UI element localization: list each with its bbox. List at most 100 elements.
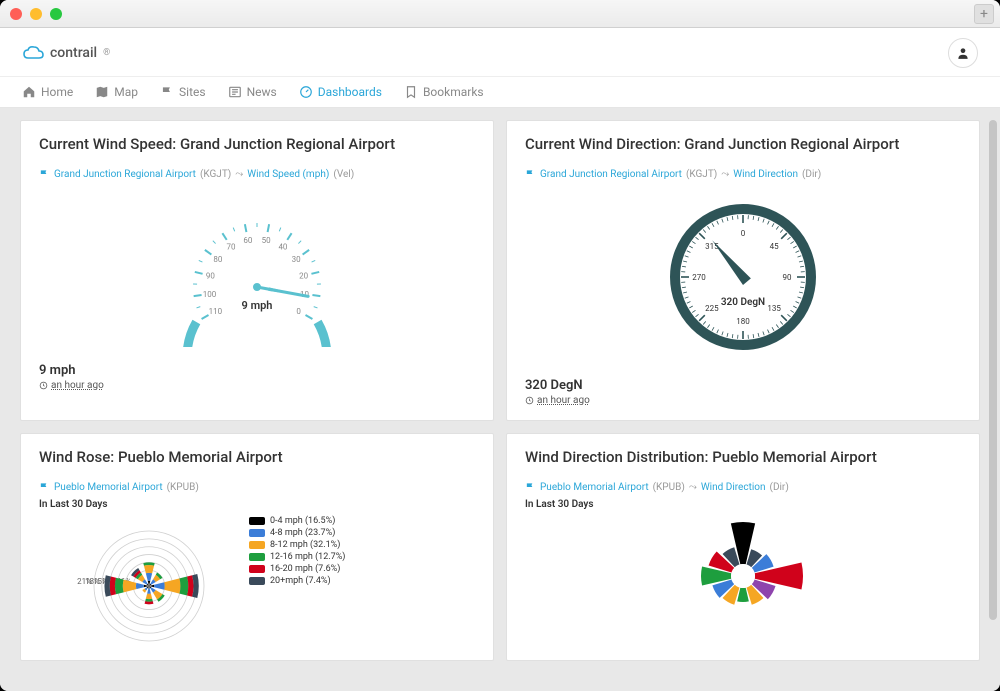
gauge-container: 01020304050607080901001109 mph — [39, 186, 475, 355]
period-label: In Last 30 Days — [525, 499, 961, 510]
card-wind-rose: Wind Rose: Pueblo Memorial Airport Puebl… — [20, 433, 494, 661]
svg-text:21%: 21% — [77, 577, 92, 586]
metric-link[interactable]: Wind Direction — [701, 482, 766, 493]
flag-icon — [525, 482, 536, 493]
nav-home[interactable]: Home — [22, 85, 73, 99]
card-chips: Grand Junction Regional Airport (KGJT) ⤳… — [39, 169, 475, 180]
brand-bar: contrail ® — [0, 28, 1000, 76]
nav-dashboards[interactable]: Dashboards — [299, 85, 382, 99]
user-avatar[interactable] — [948, 38, 978, 68]
legend-label: 12-16 mph (12.7%) — [270, 552, 345, 562]
flag-icon — [39, 169, 50, 180]
card-title: Current Wind Speed: Grand Junction Regio… — [39, 135, 475, 153]
legend-swatch — [249, 529, 265, 537]
dashboard-icon — [299, 85, 313, 99]
legend-swatch — [249, 553, 265, 561]
card-chips: Grand Junction Regional Airport (KGJT) ⤳… — [525, 169, 961, 180]
legend-swatch — [249, 577, 265, 585]
dashboard-grid: Current Wind Speed: Grand Junction Regio… — [20, 120, 980, 661]
compass-container: 04590135180225270315320 DegN — [525, 186, 961, 370]
home-icon — [22, 85, 36, 99]
app-chrome: contrail ® Home Map Sites News Dashboards Boo… — [0, 28, 1000, 108]
svg-text:70: 70 — [227, 243, 236, 252]
nav-bookmarks[interactable]: Bookmarks — [404, 85, 484, 99]
svg-text:50: 50 — [262, 236, 271, 245]
flag-icon — [39, 482, 50, 493]
svg-text:30: 30 — [292, 255, 301, 264]
nav-label: Bookmarks — [423, 85, 484, 99]
legend-item: 20+mph (7.4%) — [249, 576, 345, 586]
app-window: + contrail ® Home Map Sites News Dashboards B… — [0, 0, 1000, 691]
legend-swatch — [249, 541, 265, 549]
arrow-icon: ⤳ — [689, 482, 697, 493]
svg-text:180: 180 — [736, 317, 750, 326]
site-code: (KPUB) — [653, 482, 685, 493]
legend-label: 0-4 mph (16.5%) — [270, 516, 335, 526]
cloud-icon — [22, 45, 44, 61]
site-link[interactable]: Pueblo Memorial Airport — [54, 482, 163, 493]
metric-link[interactable]: Wind Direction — [733, 169, 798, 180]
card-chips: Pueblo Memorial Airport (KPUB) ⤳ Wind Di… — [525, 482, 961, 493]
wind-direction-compass: 04590135180225270315320 DegN — [653, 192, 833, 362]
nav-map[interactable]: Map — [95, 85, 138, 99]
wind-speed-gauge: 01020304050607080901001109 mph — [162, 192, 352, 347]
legend-label: 4-8 mph (23.7%) — [270, 528, 335, 538]
scrollbar[interactable] — [989, 120, 997, 620]
timestamp[interactable]: an hour ago — [525, 395, 961, 406]
site-code: (KPUB) — [167, 482, 199, 493]
site-link[interactable]: Pueblo Memorial Airport — [540, 482, 649, 493]
brand[interactable]: contrail ® — [22, 45, 110, 61]
nav-label: Map — [114, 85, 138, 99]
svg-text:0: 0 — [296, 307, 301, 316]
metric-code: (Dir) — [770, 482, 789, 493]
legend-label: 16-20 mph (7.6%) — [270, 564, 340, 574]
wind-dir-polar-chart — [633, 516, 853, 636]
card-title: Wind Rose: Pueblo Memorial Airport — [39, 448, 475, 466]
nav-news[interactable]: News — [228, 85, 277, 99]
nav-label: Home — [41, 85, 73, 99]
svg-text:90: 90 — [206, 272, 215, 281]
legend-item: 16-20 mph (7.6%) — [249, 564, 345, 574]
flag-icon — [525, 169, 536, 180]
site-link[interactable]: Grand Junction Regional Airport — [540, 169, 682, 180]
arrow-icon: ⤳ — [235, 169, 243, 180]
legend-item: 4-8 mph (23.7%) — [249, 528, 345, 538]
bookmark-icon — [404, 85, 418, 99]
close-dot[interactable] — [10, 8, 22, 20]
timestamp-text: an hour ago — [537, 395, 590, 406]
legend-item: 0-4 mph (16.5%) — [249, 516, 345, 526]
svg-text:270: 270 — [692, 273, 706, 282]
metric-code: (Dir) — [802, 169, 821, 180]
svg-text:90: 90 — [783, 273, 792, 282]
wind-rose-chart: 6%9%12%15%18%21% — [39, 516, 239, 646]
new-tab-button[interactable]: + — [974, 4, 994, 24]
svg-text:0: 0 — [741, 229, 746, 238]
svg-text:9 mph: 9 mph — [242, 299, 273, 312]
card-wind-dir-dist: Wind Direction Distribution: Pueblo Memo… — [506, 433, 980, 661]
rose-row: 6%9%12%15%18%21% 0-4 mph (16.5%) 4-8 mph … — [39, 510, 475, 646]
metric-link[interactable]: Wind Speed (mph) — [247, 169, 329, 180]
nav-label: News — [247, 85, 277, 99]
user-icon — [956, 46, 970, 60]
card-wind-speed: Current Wind Speed: Grand Junction Regio… — [20, 120, 494, 421]
legend-item: 8-12 mph (32.1%) — [249, 540, 345, 550]
legend-label: 20+mph (7.4%) — [270, 576, 331, 586]
svg-text:110: 110 — [209, 307, 223, 316]
timestamp-text: an hour ago — [51, 380, 104, 391]
minimize-dot[interactable] — [30, 8, 42, 20]
timestamp[interactable]: an hour ago — [39, 380, 475, 391]
svg-text:320 DegN: 320 DegN — [721, 297, 765, 308]
legend-swatch — [249, 565, 265, 573]
plus-icon: + — [980, 6, 988, 22]
svg-text:45: 45 — [770, 242, 779, 251]
site-link[interactable]: Grand Junction Regional Airport — [54, 169, 196, 180]
titlebar: + — [0, 0, 1000, 28]
nav-sites[interactable]: Sites — [160, 85, 206, 99]
nav-label: Dashboards — [318, 85, 382, 99]
window-controls — [10, 8, 62, 20]
zoom-dot[interactable] — [50, 8, 62, 20]
arrow-icon: ⤳ — [721, 169, 729, 180]
main-nav: Home Map Sites News Dashboards Bookmarks — [0, 76, 1000, 107]
svg-text:135: 135 — [767, 304, 781, 313]
reading-value: 320 DegN — [525, 378, 961, 393]
